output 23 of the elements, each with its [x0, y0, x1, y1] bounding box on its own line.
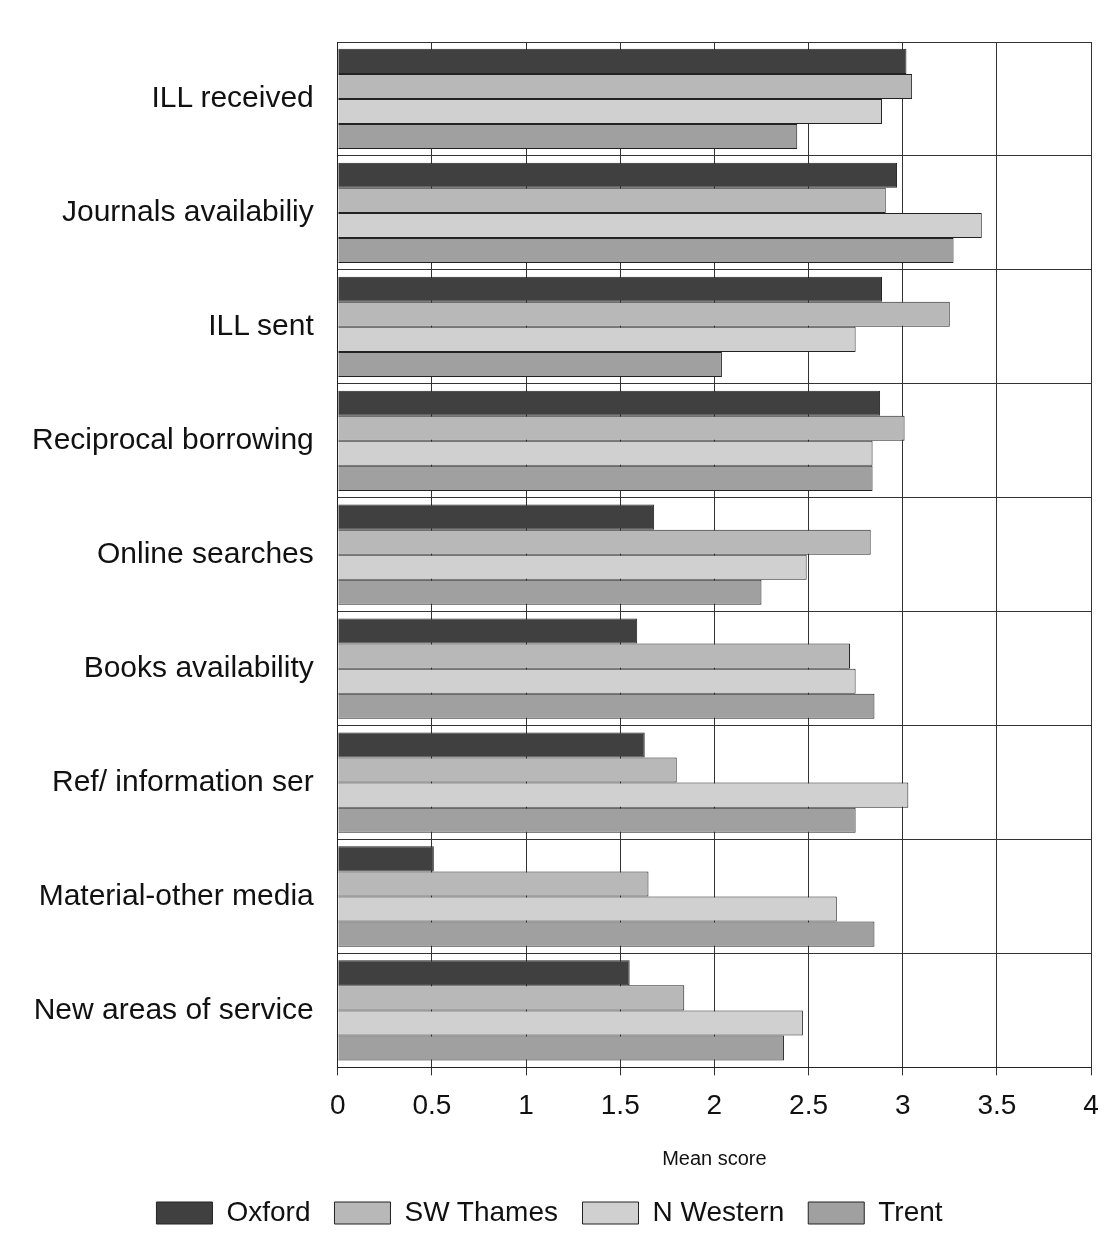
x-tick-label: 2.5 [789, 1088, 829, 1120]
y-tick-label: Material-other media [38, 877, 315, 911]
x-axis-title: Mean score [662, 1146, 767, 1169]
legend-label: N Western [652, 1195, 785, 1227]
legend-label: SW Thames [404, 1195, 558, 1227]
y-tick-label: Books availability [83, 649, 314, 683]
y-tick-label: Ref/ information ser [52, 763, 314, 797]
x-tick-label: 0 [330, 1088, 346, 1120]
x-tick-label: 4 [1083, 1088, 1099, 1120]
x-tick-label: 0.5 [412, 1088, 452, 1120]
y-tick-label: Reciprocal borrowing [32, 422, 314, 456]
legend-label: Trent [878, 1195, 943, 1227]
x-tick-label: 1 [518, 1088, 534, 1120]
x-tick-label: 1.5 [600, 1088, 640, 1120]
x-tick-label: 2 [706, 1088, 723, 1120]
y-tick-label: Online searches [97, 535, 314, 569]
y-tick-label: Journals availabiliy [62, 194, 314, 228]
y-tick-label: ILL received [151, 80, 314, 114]
y-tick-label: New areas of service [33, 991, 314, 1025]
y-tick-label: ILL sent [208, 308, 315, 342]
legend-label: Oxford [226, 1195, 311, 1227]
x-tick-label: 3.5 [977, 1088, 1017, 1120]
x-tick-label: 3 [894, 1088, 911, 1120]
